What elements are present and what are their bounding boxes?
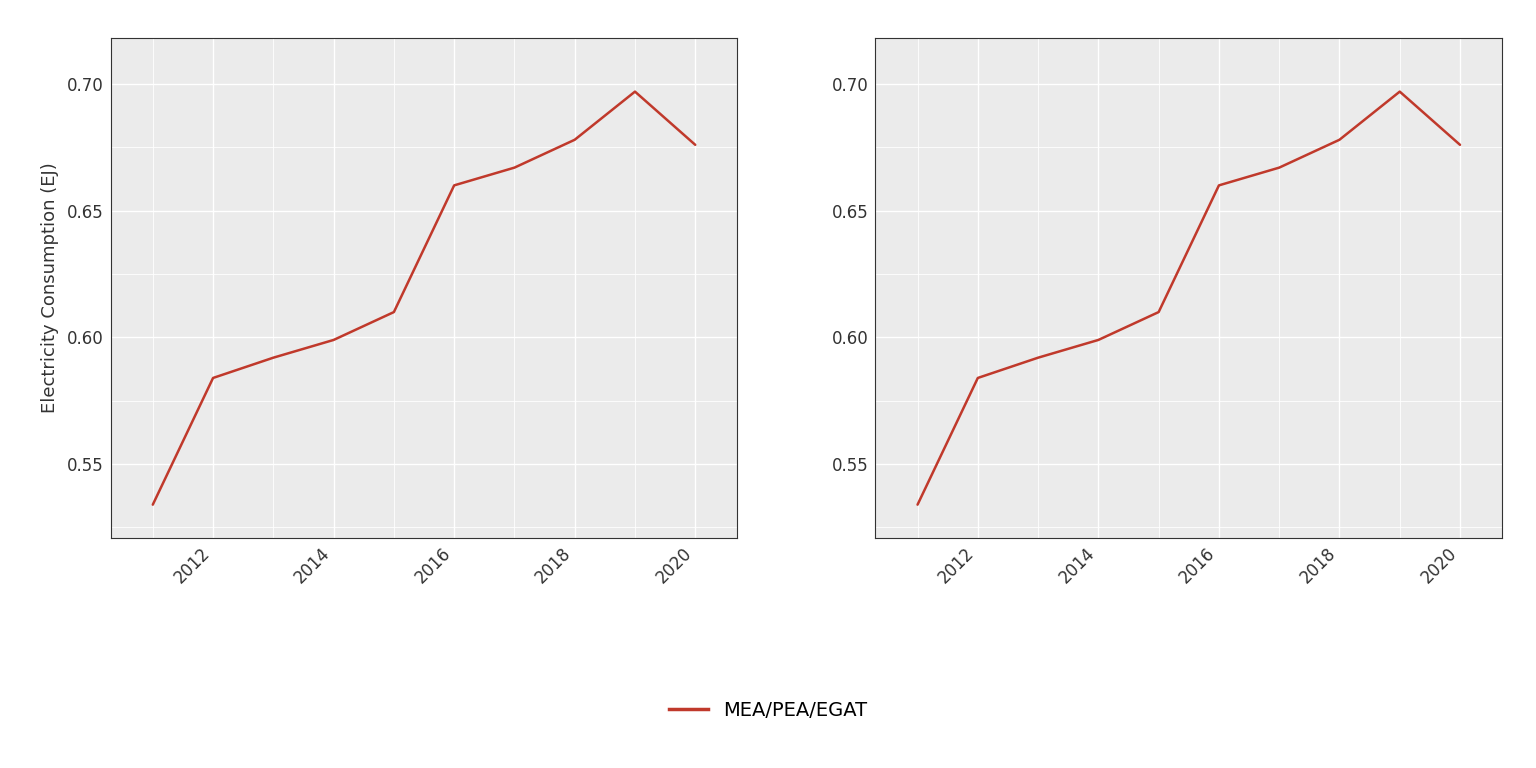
- Y-axis label: Electricity Consumption (EJ): Electricity Consumption (EJ): [40, 163, 58, 413]
- Legend: MEA/PEA/EGAT: MEA/PEA/EGAT: [660, 693, 876, 727]
